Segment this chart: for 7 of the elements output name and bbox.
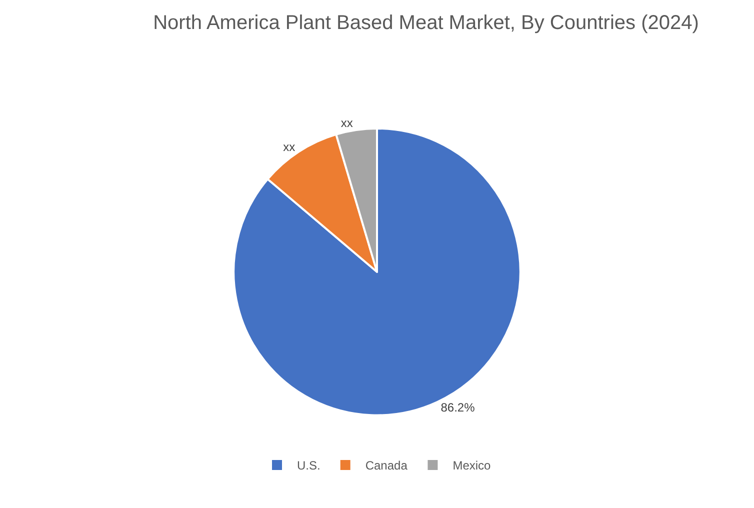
data-label: xx [340, 116, 353, 130]
chart-title: North America Plant Based Meat Market, By Countries (2024) [153, 12, 699, 34]
data-label: xx [283, 140, 296, 154]
data-label: 86.2% [440, 400, 476, 415]
legend-label: U.S. [297, 458, 320, 473]
legend-label: Mexico [452, 458, 492, 473]
legend-label: Canada [365, 458, 408, 473]
